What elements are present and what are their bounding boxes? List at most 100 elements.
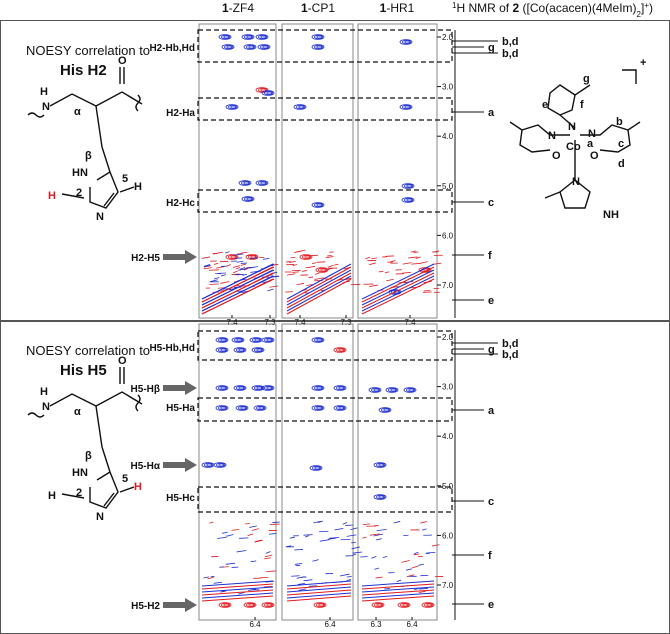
contour bbox=[346, 534, 357, 537]
nmr-title: 1H NMR of 2 ([Co(acacen)(4MeIm)2]+) bbox=[452, 1, 653, 19]
contour bbox=[261, 385, 275, 391]
contour bbox=[312, 559, 319, 562]
contour bbox=[374, 567, 380, 570]
contour bbox=[206, 463, 213, 467]
contour bbox=[311, 44, 325, 50]
contour bbox=[218, 347, 228, 353]
contour bbox=[298, 588, 307, 591]
contour bbox=[221, 34, 231, 40]
contour bbox=[296, 283, 305, 286]
y-tick-label: 5.0 bbox=[442, 482, 454, 491]
contour bbox=[255, 34, 269, 40]
diagonal-contour bbox=[361, 595, 435, 602]
contour bbox=[263, 90, 274, 96]
contour bbox=[236, 260, 244, 263]
contour bbox=[401, 560, 410, 563]
contour bbox=[432, 544, 440, 547]
contour bbox=[311, 34, 325, 40]
bond bbox=[622, 69, 637, 84]
bond bbox=[95, 391, 143, 407]
contour bbox=[225, 562, 236, 565]
contour bbox=[247, 533, 254, 537]
spectrum-frame bbox=[281, 23, 354, 319]
contour bbox=[329, 536, 340, 539]
contour bbox=[266, 91, 273, 95]
structure-label: H bbox=[134, 481, 142, 493]
bond bbox=[27, 112, 45, 118]
x-tick-label: 6.3 bbox=[370, 620, 382, 629]
contour bbox=[401, 104, 412, 110]
structure-label: O bbox=[118, 355, 127, 367]
contour bbox=[273, 275, 280, 278]
contour bbox=[375, 538, 382, 541]
bond bbox=[61, 493, 85, 499]
correlation-box bbox=[197, 29, 453, 63]
row-label: H5-H2 bbox=[131, 601, 160, 612]
bond bbox=[95, 91, 143, 107]
contour bbox=[303, 579, 313, 582]
contour bbox=[316, 203, 323, 207]
contour bbox=[238, 268, 248, 271]
structure-label: α bbox=[74, 406, 81, 418]
contour bbox=[334, 263, 339, 266]
contour bbox=[404, 40, 411, 44]
peak-label: c bbox=[488, 496, 494, 508]
contour bbox=[375, 576, 383, 579]
contour bbox=[373, 388, 380, 392]
contour bbox=[314, 466, 321, 470]
contour bbox=[260, 181, 267, 185]
contour bbox=[254, 539, 262, 543]
contour bbox=[402, 603, 409, 607]
contour bbox=[207, 576, 214, 580]
contour bbox=[225, 254, 239, 260]
correlation-box bbox=[197, 397, 453, 422]
contour bbox=[257, 180, 268, 186]
diagonal-contour bbox=[286, 583, 352, 590]
arrow bbox=[163, 250, 197, 264]
structure-label: H bbox=[40, 386, 48, 398]
diagonal-contour bbox=[286, 266, 352, 303]
contour bbox=[401, 39, 412, 45]
contour bbox=[238, 348, 245, 352]
diagonal-contour bbox=[361, 269, 435, 306]
peak-label: a bbox=[488, 107, 495, 119]
structure-label: H bbox=[48, 190, 56, 202]
diagonal-contour bbox=[201, 275, 275, 312]
complex-label: b bbox=[616, 116, 623, 128]
contour bbox=[209, 283, 219, 285]
contour bbox=[313, 34, 324, 40]
contour bbox=[295, 104, 306, 110]
bond bbox=[103, 492, 115, 507]
y-tick-label: 4.0 bbox=[442, 132, 454, 141]
contour bbox=[313, 520, 322, 524]
contour bbox=[335, 347, 346, 353]
bond bbox=[103, 192, 115, 207]
contour bbox=[269, 533, 277, 535]
contour bbox=[390, 289, 401, 295]
caption: NOESY correlation to bbox=[26, 343, 150, 358]
contour bbox=[230, 255, 237, 259]
contour bbox=[350, 527, 358, 531]
bond bbox=[89, 471, 119, 509]
diagonal-contour bbox=[361, 583, 435, 590]
diagonal-contour bbox=[286, 278, 352, 315]
row-label: H2-Ha bbox=[166, 108, 195, 119]
diagonal-contour bbox=[286, 592, 352, 599]
peak-label: g bbox=[488, 42, 495, 54]
complex-label: O bbox=[552, 150, 561, 162]
diagonal-contour bbox=[201, 278, 275, 315]
peak-label: b,d bbox=[502, 48, 519, 60]
contour bbox=[402, 262, 412, 265]
contour bbox=[316, 35, 323, 39]
caption: NOESY correlation to bbox=[26, 43, 150, 58]
contour bbox=[241, 196, 255, 202]
contour bbox=[406, 574, 415, 578]
contour bbox=[297, 583, 305, 585]
column-header: 1-CP1 bbox=[301, 1, 335, 15]
contour bbox=[203, 264, 211, 268]
contour bbox=[315, 602, 326, 608]
diagonal-contour bbox=[361, 272, 435, 309]
contour bbox=[373, 602, 384, 608]
complex-label: N bbox=[572, 176, 580, 188]
contour bbox=[362, 536, 367, 539]
